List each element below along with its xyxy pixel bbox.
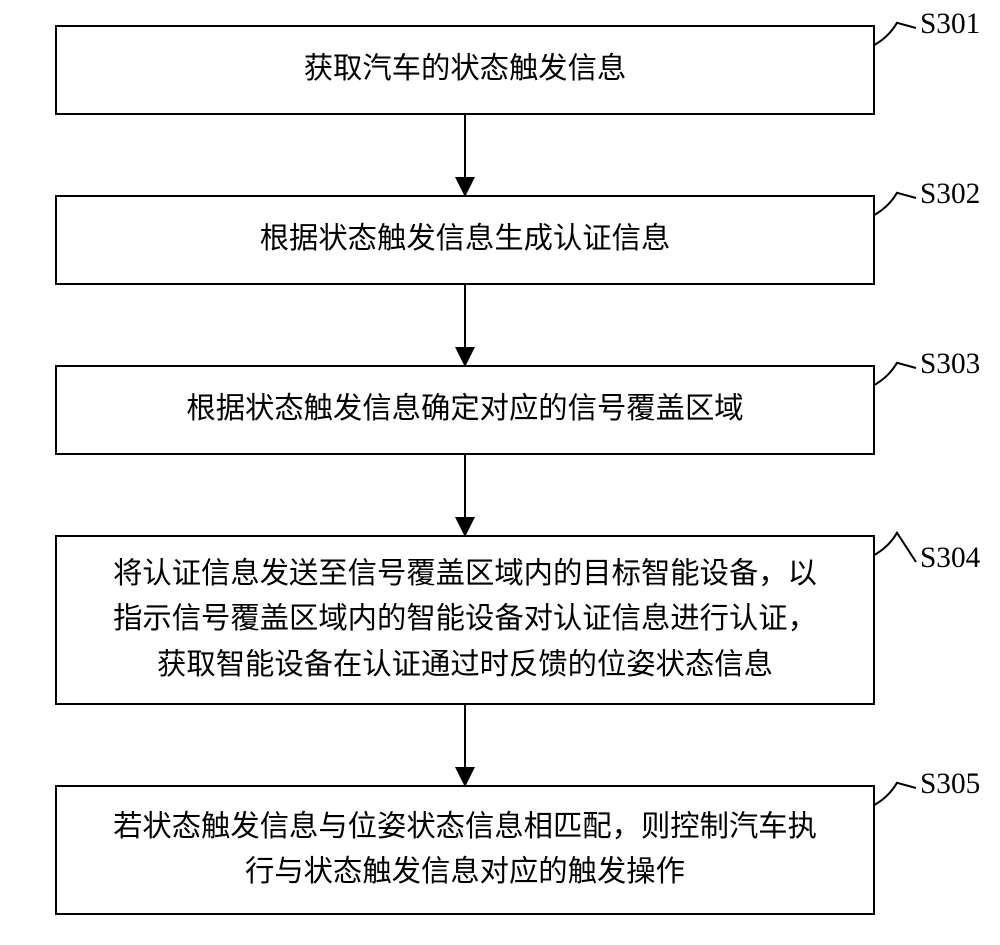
flow-step-5: 若状态触发信息与位姿状态信息相匹配，则控制汽车执 行与状态触发信息对应的触发操作	[55, 785, 875, 915]
flow-step-3: 根据状态触发信息确定对应的信号覆盖区域	[55, 365, 875, 455]
flow-step-4-text: 将认证信息发送至信号覆盖区域内的目标智能设备，以 指示信号覆盖区域内的智能设备对…	[113, 552, 817, 688]
step-label-4: S304	[920, 542, 980, 575]
step-label-2: S302	[920, 178, 980, 211]
flow-step-1-text: 获取汽车的状态触发信息	[304, 47, 627, 92]
flow-step-3-text: 根据状态触发信息确定对应的信号覆盖区域	[186, 387, 743, 432]
flow-step-4: 将认证信息发送至信号覆盖区域内的目标智能设备，以 指示信号覆盖区域内的智能设备对…	[55, 535, 875, 705]
flowchart-canvas: 获取汽车的状态触发信息 根据状态触发信息生成认证信息 根据状态触发信息确定对应的…	[0, 0, 1000, 945]
flow-step-2-text: 根据状态触发信息生成认证信息	[260, 217, 671, 262]
step-label-3: S303	[920, 348, 980, 381]
step-label-1: S301	[920, 8, 980, 41]
flow-step-5-text: 若状态触发信息与位姿状态信息相匹配，则控制汽车执 行与状态触发信息对应的触发操作	[113, 805, 817, 896]
flow-step-1: 获取汽车的状态触发信息	[55, 25, 875, 115]
step-label-5: S305	[920, 768, 980, 801]
flow-step-2: 根据状态触发信息生成认证信息	[55, 195, 875, 285]
